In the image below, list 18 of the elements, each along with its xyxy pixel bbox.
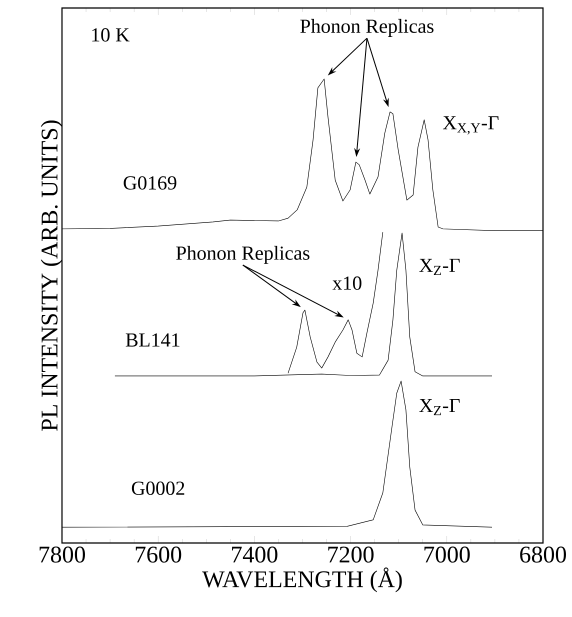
y-axis-title: PL INTENSITY (ARB. UNITS) — [40, 120, 62, 431]
x-tick-label: 7400 — [232, 546, 278, 563]
text: 10 K — [92, 28, 130, 42]
x-axis-title: WAVELENGTH (Å) — [202, 568, 402, 592]
series-label: G0169 — [124, 176, 176, 190]
x-tick-label: 7800 — [40, 546, 85, 563]
series-label: G0002 — [132, 482, 184, 495]
series-label: BL141 — [126, 333, 180, 347]
x-tick-label: 7000 — [424, 546, 470, 563]
x-tick-label: 7600 — [136, 546, 182, 563]
annotation: X$_{Z}$-Γ — [419, 398, 460, 416]
annotation: x10 — [332, 276, 362, 290]
annotation: Phonon Replicas — [176, 246, 310, 264]
x-tick-label: 7200 — [328, 546, 374, 563]
text: Phonon Replicas — [300, 18, 434, 37]
annotation: X$_{X,Y}$-Γ — [442, 116, 499, 135]
x-tick-label: 6800 — [520, 546, 566, 563]
annotation: X$_{Z}$-Γ — [419, 258, 460, 275]
